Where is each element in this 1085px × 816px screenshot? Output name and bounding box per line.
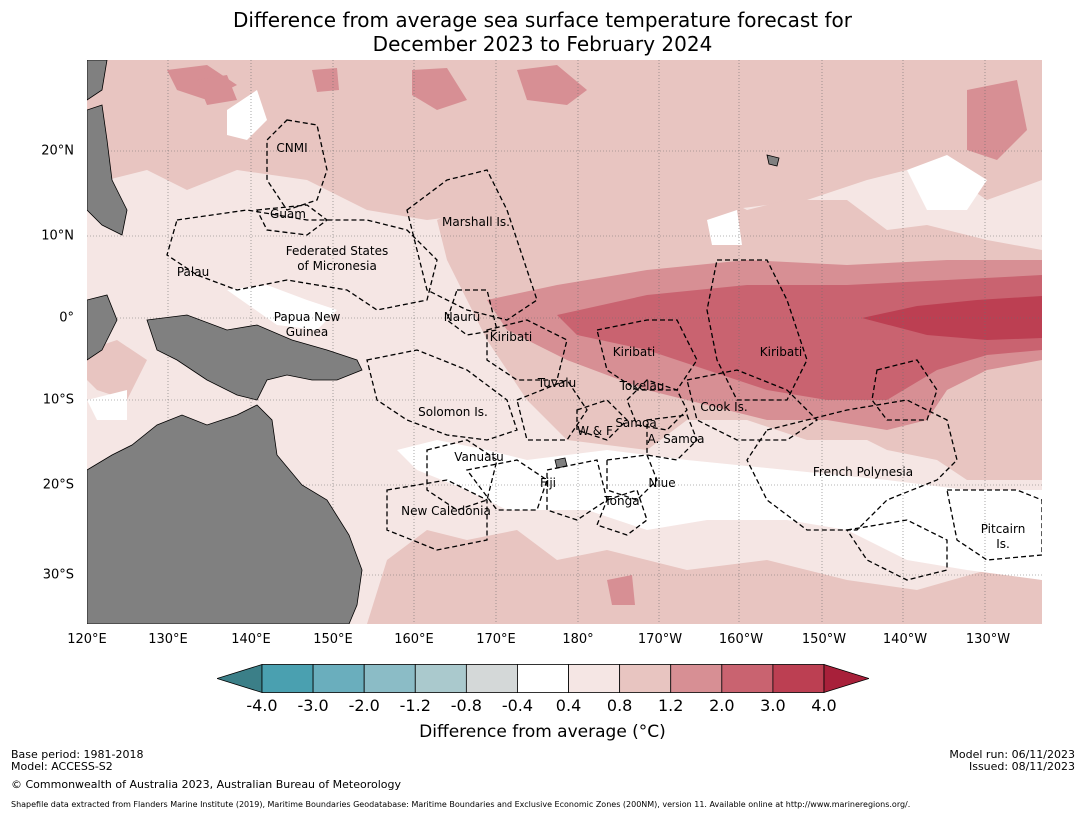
base-period: Base period: 1981-2018 <box>11 748 144 761</box>
title-line-2: December 2023 to February 2024 <box>372 32 713 56</box>
colorbar-low-extend <box>217 664 263 694</box>
lat-label-30s: 30°S <box>42 567 74 583</box>
label-new-caledonia: New Caledonia <box>401 504 491 518</box>
lat-label-20s: 20°S <box>42 477 74 493</box>
colorbar-tick-label: 1.2 <box>657 696 684 715</box>
colorbar-cell <box>363 664 416 693</box>
colorbar-cell <box>568 664 621 693</box>
label-tokelau: Tokelau <box>619 379 665 393</box>
label-vanuatu: Vanuatu <box>454 450 504 464</box>
colorbar-cell <box>261 664 314 693</box>
colorbar <box>217 664 869 694</box>
colorbar-tick-label: 3.0 <box>760 696 786 715</box>
label-marshall: Marshall Is. <box>442 215 510 229</box>
colorbar-tick-label: 0.8 <box>606 696 633 715</box>
lat-label-10s: 10°S <box>42 392 74 408</box>
lat-label-20n: 20°N <box>41 143 74 159</box>
label-png-1: Papua New <box>274 310 341 324</box>
colorbar-tick-label: -0.4 <box>501 696 534 715</box>
colorbar-tick-label: -1.2 <box>399 696 431 715</box>
lon-label-150e: 150°E <box>313 632 353 647</box>
label-kiribati-east: Kiribati <box>760 345 802 359</box>
label-am-samoa: A. Samoa <box>648 432 705 446</box>
label-fsm-1: Federated States <box>286 244 388 258</box>
label-kiribati-west: Kiribati <box>490 330 532 344</box>
model-name: Model: ACCESS-S2 <box>11 760 113 773</box>
sst-anomaly-map: CNMI Guam Marshall Is. Federated States … <box>87 60 1042 624</box>
label-pitcairn-1: Pitcairn <box>981 522 1026 536</box>
lat-label-0: 0° <box>59 310 74 326</box>
lon-label-140w: 140°W <box>882 632 928 647</box>
shapefile-credit: Shapefile data extracted from Flanders M… <box>11 800 911 809</box>
colorbar-cells <box>261 664 825 693</box>
colorbar-cell <box>772 664 825 693</box>
label-tuvalu: Tuvalu <box>537 376 577 390</box>
label-tonga: Tonga <box>603 494 639 508</box>
title-line-1: Difference from average sea surface temp… <box>232 8 852 32</box>
anomaly-band-neutral <box>87 90 1042 580</box>
colorbar-tick-label: 0.4 <box>555 696 582 715</box>
colorbar-cell <box>312 664 365 693</box>
lon-label-120e: 120°E <box>67 632 107 647</box>
colorbar-cell <box>670 664 723 693</box>
lon-label-140e: 140°E <box>231 632 271 647</box>
colorbar-cell <box>721 664 774 693</box>
footer-right: Model run: 06/11/2023 Issued: 08/11/2023 <box>949 749 1075 773</box>
copyright: © Commonwealth of Australia 2023, Austra… <box>11 778 401 791</box>
borneo-sulawesi <box>87 294 118 361</box>
land-masses <box>87 60 780 624</box>
label-palau: Palau <box>177 265 209 279</box>
label-wf: W & F <box>577 424 613 438</box>
region-labels: CNMI Guam Marshall Is. Federated States … <box>177 141 1025 551</box>
eez-boundaries <box>166 119 1042 581</box>
label-fiji: Fiji <box>540 476 556 490</box>
new-guinea <box>146 314 363 401</box>
footer-left: Base period: 1981-2018 Model: ACCESS-S2 <box>11 749 143 773</box>
colorbar-tick-label: -2.0 <box>348 696 380 715</box>
label-niue: Niue <box>648 476 675 490</box>
colorbar-cell <box>465 664 518 693</box>
lon-label-180: 180° <box>562 632 594 647</box>
label-cnmi: CNMI <box>276 141 307 155</box>
colorbar-label: Difference from average (°C) <box>419 722 666 742</box>
lon-label-160w: 160°W <box>718 632 764 647</box>
colorbar-tick-label: -0.8 <box>450 696 482 715</box>
australia <box>87 404 363 624</box>
label-kiribati-central: Kiribati <box>613 345 655 359</box>
lon-label-130w: 130°W <box>965 632 1011 647</box>
lon-label-170w: 170°W <box>637 632 683 647</box>
label-samoa: Samoa <box>615 416 656 430</box>
label-nauru: Nauru <box>444 310 480 324</box>
colorbar-tick-label: -3.0 <box>297 696 329 715</box>
chart-title: Difference from average sea surface temp… <box>0 8 1085 56</box>
label-pitcairn-2: Is. <box>996 537 1010 551</box>
label-png-2: Guinea <box>286 325 329 339</box>
issued-date: Issued: 08/11/2023 <box>968 760 1075 773</box>
hawaii <box>766 154 780 167</box>
model-run: Model run: 06/11/2023 <box>949 748 1075 761</box>
lat-label-10n: 10°N <box>41 228 74 244</box>
label-fsm-2: of Micronesia <box>297 259 377 273</box>
label-guam: Guam <box>270 207 306 221</box>
label-french-polynesia: French Polynesia <box>813 465 913 479</box>
label-solomon: Solomon Is. <box>418 405 488 419</box>
lon-label-170e: 170°E <box>476 632 516 647</box>
colorbar-high-extend <box>823 664 869 694</box>
colorbar-tick-label: 2.0 <box>709 696 735 715</box>
lon-label-130e: 130°E <box>148 632 188 647</box>
lon-label-150w: 150°W <box>801 632 847 647</box>
colorbar-tick-label: -4.0 <box>246 696 278 715</box>
label-cook: Cook Is. <box>700 400 747 414</box>
lon-label-160e: 160°E <box>394 632 434 647</box>
colorbar-cell <box>517 664 569 693</box>
colorbar-tick-label: 4.0 <box>811 696 837 715</box>
colorbar-cell <box>619 664 672 693</box>
colorbar-cell <box>414 664 467 693</box>
philippines <box>87 104 128 236</box>
